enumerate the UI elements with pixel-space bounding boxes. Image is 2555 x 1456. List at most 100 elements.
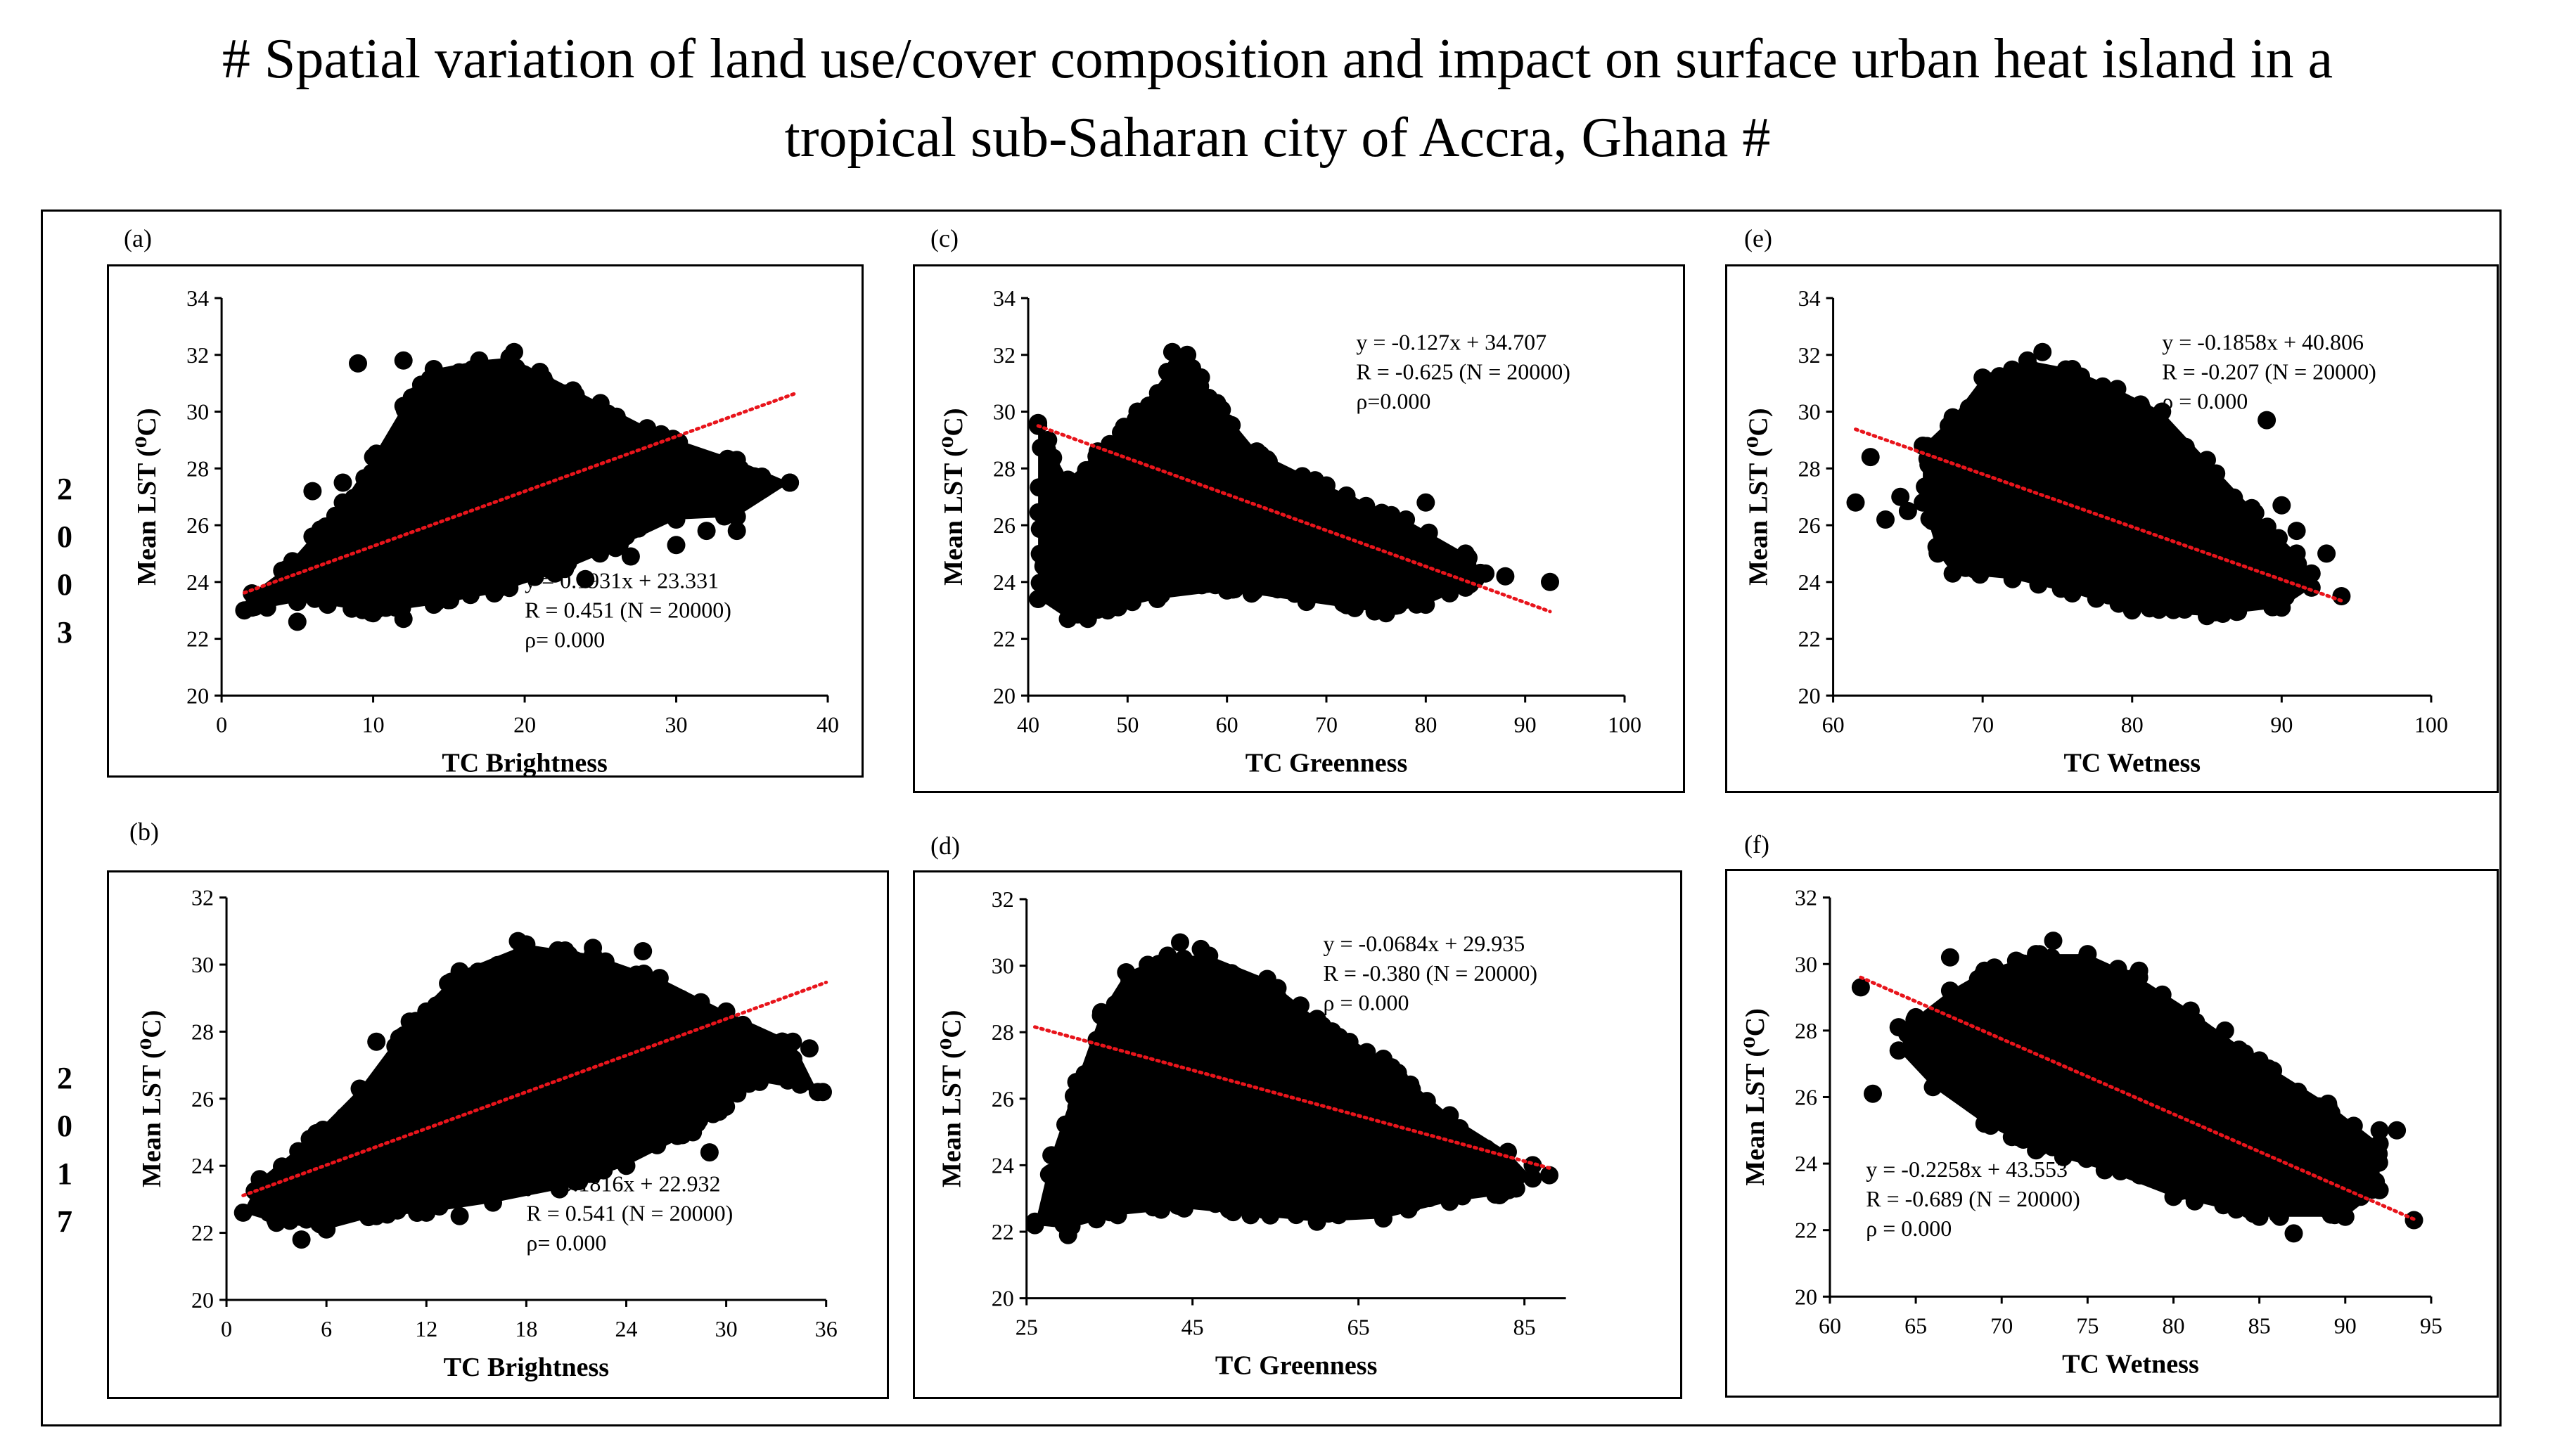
data-point — [750, 1072, 769, 1091]
data-point — [594, 505, 613, 524]
data-point — [1409, 1185, 1427, 1204]
data-point — [367, 1032, 386, 1051]
data-point — [660, 984, 679, 1003]
x-tick-label: 25 — [1016, 1315, 1038, 1340]
data-point — [434, 1156, 453, 1175]
data-point — [2130, 439, 2149, 458]
data-point — [434, 1041, 453, 1060]
data-point — [1332, 496, 1351, 515]
data-point — [1257, 969, 1276, 988]
data-point — [407, 420, 426, 439]
data-point — [1362, 1140, 1381, 1158]
data-point — [1361, 1115, 1380, 1134]
data-point — [2148, 543, 2167, 562]
data-point — [1272, 526, 1291, 544]
data-point — [2111, 1123, 2130, 1142]
data-point — [2003, 569, 2022, 588]
data-point — [584, 939, 603, 958]
data-point — [487, 505, 506, 524]
data-point — [2236, 1151, 2255, 1170]
data-point — [2106, 538, 2125, 557]
data-point — [476, 531, 495, 550]
data-point — [1158, 481, 1177, 500]
year-label-2017: 2 0 1 7 — [57, 1061, 72, 1239]
data-point — [2308, 1145, 2327, 1164]
x-axis-label: TC Wetness — [2063, 748, 2201, 778]
data-point — [2185, 1192, 2204, 1211]
data-point — [655, 1109, 674, 1128]
y-tick-label: 30 — [1795, 951, 1817, 977]
data-point — [1099, 598, 1118, 617]
data-point — [364, 587, 383, 606]
data-point — [727, 522, 746, 541]
data-point — [1342, 1055, 1361, 1074]
data-point — [2134, 1060, 2153, 1079]
data-point — [485, 584, 504, 603]
data-point — [639, 474, 658, 493]
scatter-chart-a: 20 22 24 26 28 30 32 34 0 10 20 30 40 TC Brightness Me… — [132, 285, 839, 778]
data-point — [1982, 1095, 2001, 1114]
data-point — [423, 1179, 442, 1198]
data-point — [2006, 1081, 2025, 1100]
data-point — [1456, 544, 1475, 563]
data-point — [616, 510, 635, 529]
y-tick-label: 28 — [1795, 1018, 1817, 1043]
data-point — [1175, 487, 1194, 506]
data-point — [534, 1101, 553, 1120]
equation-text: y = 0.1816x + 22.932 — [526, 1171, 720, 1196]
data-point — [563, 1052, 582, 1071]
data-point — [1158, 363, 1177, 381]
data-point — [1440, 1192, 1459, 1211]
data-point — [2252, 1119, 2271, 1138]
data-point — [1876, 510, 1895, 529]
data-point — [2319, 1094, 2338, 1113]
data-point — [273, 1157, 291, 1176]
data-point — [1200, 536, 1219, 554]
data-point — [1144, 468, 1163, 487]
data-point — [675, 1035, 694, 1054]
data-point — [2208, 517, 2227, 536]
r-value-text: R = -0.380 (N = 20000) — [1323, 960, 1537, 986]
data-point — [571, 1000, 590, 1019]
data-point — [487, 552, 506, 571]
data-point — [2026, 377, 2045, 396]
data-point — [1091, 1003, 1110, 1022]
data-point — [587, 1081, 606, 1100]
equation-text: y = -0.0684x + 29.935 — [1323, 931, 1525, 956]
data-point — [1395, 542, 1414, 561]
data-point — [617, 1157, 636, 1175]
data-point — [527, 1000, 546, 1019]
data-point — [390, 1029, 409, 1048]
data-point — [554, 396, 573, 414]
x-tick-label: 70 — [1315, 711, 1338, 737]
data-point — [2306, 1191, 2325, 1210]
data-point — [1224, 1093, 1243, 1112]
data-point — [1293, 1044, 1312, 1063]
data-point — [1369, 1179, 1388, 1198]
data-point — [421, 1125, 440, 1144]
data-point — [2166, 565, 2185, 584]
data-point — [575, 429, 594, 448]
x-tick-label: 45 — [1182, 1315, 1204, 1340]
data-point — [551, 1153, 570, 1172]
data-point — [1144, 973, 1163, 992]
data-point — [371, 471, 390, 490]
data-point — [435, 1135, 454, 1154]
data-point — [2029, 575, 2048, 594]
data-point — [412, 461, 431, 480]
data-point — [1963, 414, 1982, 433]
data-point — [2191, 1110, 2210, 1129]
data-point — [1359, 1194, 1378, 1213]
data-point — [1234, 575, 1253, 594]
data-point — [1029, 590, 1048, 608]
data-point — [516, 1035, 535, 1054]
r-value-text: R = -0.689 (N = 20000) — [1866, 1186, 2080, 1211]
data-point — [388, 1197, 406, 1215]
data-point — [2071, 1007, 2090, 1026]
x-tick-label: 40 — [1017, 711, 1039, 737]
data-point — [2272, 548, 2291, 567]
data-point — [278, 1187, 297, 1206]
data-point — [303, 482, 322, 501]
y-tick-label: 20 — [992, 1286, 1014, 1311]
data-point — [333, 1116, 352, 1135]
